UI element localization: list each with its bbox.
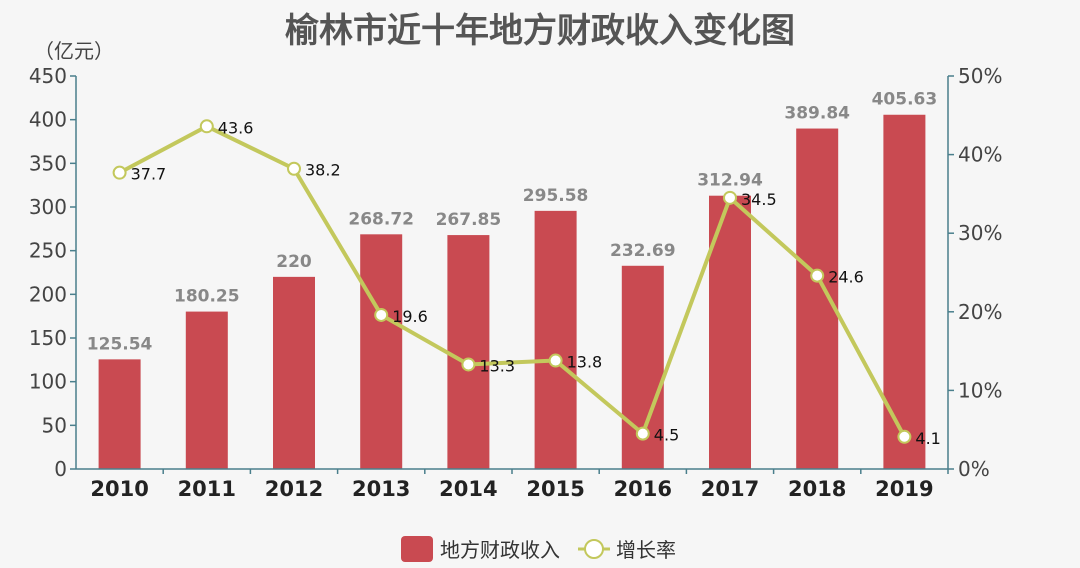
bar-value-label: 232.69 [610, 241, 676, 261]
growth-rate-point [548, 353, 563, 368]
x-tick-label: 2017 [701, 477, 759, 501]
growth-rate-label: 13.3 [479, 356, 515, 375]
growth-rate-label: 24.6 [828, 268, 864, 287]
bar-value-label: 389.84 [784, 104, 850, 124]
growth-rate-point [199, 119, 214, 134]
y-tick-label-right: 50% [958, 64, 1002, 88]
x-tick-label: 2011 [178, 477, 236, 501]
y-tick-label-left: 50 [42, 413, 67, 437]
legend: 地方财政收入 增长率 [401, 536, 676, 562]
growth-rate-point [112, 165, 127, 180]
growth-rate-point [287, 161, 301, 176]
bar-value-label: 295.58 [523, 186, 589, 206]
y-tick-label-right: 10% [958, 378, 1002, 402]
y-tick-label-left: 200 [29, 282, 67, 306]
legend-bar-swatch[interactable] [401, 536, 433, 562]
growth-rate-point [723, 190, 737, 205]
bar-value-label: 267.85 [436, 210, 502, 230]
growth-rate-point [374, 307, 389, 322]
x-tick-label: 2019 [875, 477, 933, 501]
x-tick-label: 2018 [788, 477, 846, 501]
growth-rate-label: 38.2 [305, 161, 341, 180]
y-tick-label-left: 450 [29, 64, 67, 88]
legend-line-marker [584, 539, 604, 559]
y-tick-label-left: 100 [29, 370, 67, 394]
y-tick-label-left: 400 [29, 108, 67, 132]
growth-rate-label: 37.7 [131, 165, 167, 184]
y-tick-label-right: 40% [958, 143, 1002, 167]
growth-rate-label: 43.6 [218, 118, 254, 137]
bar-value-label: 268.72 [348, 209, 414, 229]
legend-bar-label: 地方财政收入 [440, 538, 560, 562]
chart-title: 榆林市近十年地方财政收入变化图 [285, 11, 795, 51]
y-tick-label-left: 150 [29, 326, 67, 350]
bar [883, 114, 926, 469]
growth-rate-label: 13.8 [567, 353, 603, 372]
legend-line-label: 增长率 [616, 538, 676, 562]
growth-rate-point [635, 426, 650, 441]
growth-rate-point [461, 357, 476, 372]
bar [447, 235, 490, 469]
bar [273, 276, 315, 469]
x-tick-label: 2012 [265, 477, 323, 501]
bar-value-label: 125.54 [87, 334, 153, 354]
growth-rate-label: 4.5 [654, 426, 679, 445]
growth-rate-line [118, 124, 907, 438]
bar-value-label: 220 [276, 252, 312, 272]
bar-value-label: 312.94 [697, 171, 763, 191]
y-tick-label-left: 250 [29, 239, 67, 263]
growth-rate-label: 19.6 [392, 307, 428, 326]
x-tick-label: 2015 [526, 477, 584, 501]
y-tick-label-left: 350 [29, 151, 67, 175]
bar [360, 234, 403, 469]
y-axis-unit-label: （亿元） [34, 39, 114, 63]
y-tick-label-left: 300 [29, 195, 67, 219]
y-tick-label-right: 30% [958, 221, 1002, 245]
growth-rate-point [897, 429, 912, 444]
bar-value-label: 180.25 [174, 287, 240, 307]
bar-value-label: 405.63 [872, 90, 938, 110]
bar [534, 210, 577, 469]
x-tick-label: 2013 [352, 477, 410, 501]
x-tick-label: 2014 [439, 477, 497, 501]
bar [98, 359, 141, 469]
growth-rate-label: 34.5 [741, 190, 777, 209]
y-tick-label-right: 20% [958, 300, 1002, 324]
x-tick-label: 2016 [614, 477, 672, 501]
y-tick-label-right: 0% [958, 457, 990, 481]
y-tick-label-left: 0 [54, 457, 67, 481]
bar [185, 311, 228, 469]
growth-rate-label: 4.1 [915, 429, 940, 448]
growth-rate-point [810, 268, 825, 283]
x-tick-label: 2010 [90, 477, 148, 501]
